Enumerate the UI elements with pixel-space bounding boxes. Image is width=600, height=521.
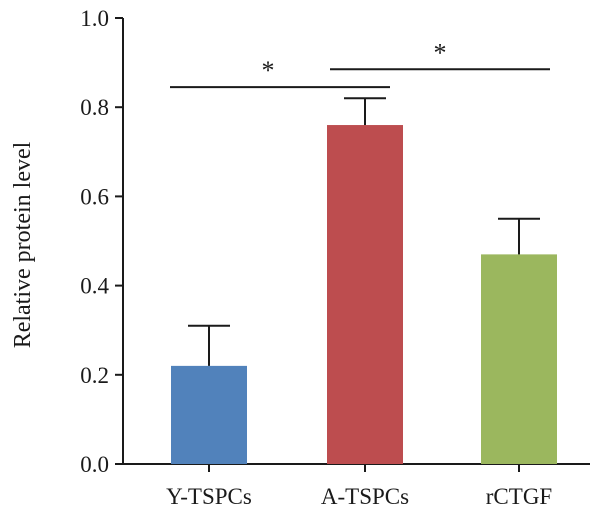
- significance-annotations: **: [170, 38, 550, 89]
- y-tick-label-0: 0.0: [80, 452, 109, 477]
- bar-1: [327, 125, 403, 464]
- bar-0: [171, 365, 247, 464]
- y-tick-label-5: 1.0: [80, 6, 109, 31]
- bar-2: [481, 254, 557, 464]
- significance-star-0: *: [262, 56, 275, 85]
- y-tick-label-4: 0.8: [80, 95, 109, 120]
- y-axis: 0.0 0.2 0.4 0.6 0.8 1.0: [80, 6, 124, 477]
- significance-star-1: *: [434, 38, 447, 67]
- error-bars: [188, 97, 540, 366]
- bars: [171, 125, 557, 464]
- y-tick-label-2: 0.4: [80, 274, 109, 299]
- y-tick-label-1: 0.2: [80, 363, 109, 388]
- x-category-label-1: A-TSPCs: [321, 484, 409, 509]
- x-category-label-0: Y-TSPCs: [166, 484, 252, 509]
- x-axis: Y-TSPCs A-TSPCs rCTGF: [123, 463, 590, 509]
- x-category-label-2: rCTGF: [486, 484, 552, 509]
- y-tick-label-3: 0.6: [80, 184, 109, 209]
- y-axis-title: Relative protein level: [10, 141, 36, 348]
